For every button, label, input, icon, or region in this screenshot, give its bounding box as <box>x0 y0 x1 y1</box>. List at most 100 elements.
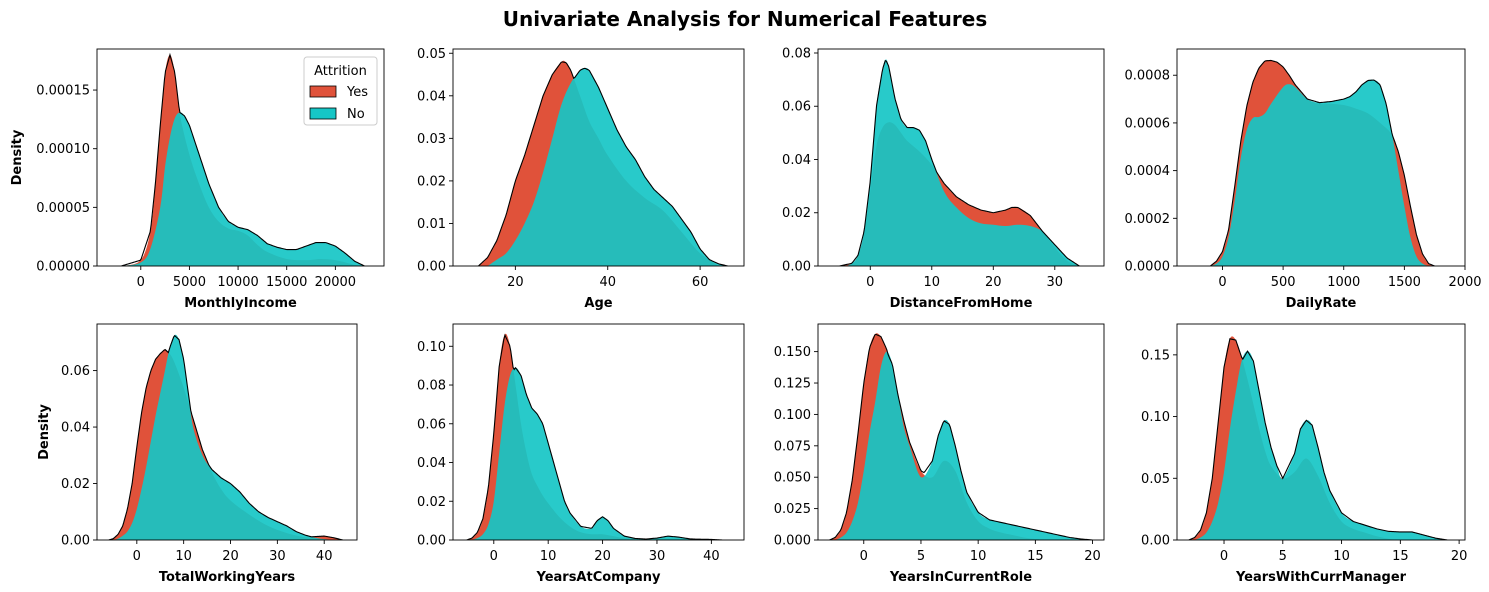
plot-area <box>466 333 723 540</box>
x-tick-label: 10 <box>540 549 557 564</box>
y-tick-label: 0.06 <box>782 100 811 115</box>
chart-panel-age: 20 40 60 0.00 0.01 0.02 0.03 0.04 0.05 Age <box>417 47 745 311</box>
y-tick-label: 0.125 <box>774 377 811 392</box>
x-tick-label: 20000 <box>315 275 356 290</box>
x-tick-label: 20 <box>507 275 524 290</box>
plot-area <box>108 334 344 540</box>
y-tick-label: 0.00 <box>782 260 811 275</box>
x-tick-label: 15000 <box>266 275 307 290</box>
x-axis-label: YearsInCurrentRole <box>889 570 1032 585</box>
x-axis-label: YearsWithCurrManager <box>1235 570 1407 585</box>
y-tick-label: 0.02 <box>61 477 90 492</box>
x-tick-label: 40 <box>703 549 720 564</box>
y-tick-label: 0.00 <box>61 534 90 549</box>
legend-title: Attrition <box>314 64 367 79</box>
y-tick-label: 0.15 <box>1141 348 1170 363</box>
x-tick-label: 0 <box>1220 549 1228 564</box>
y-tick-label: 0.0006 <box>1125 116 1171 131</box>
x-tick-label: 30 <box>649 549 666 564</box>
y-tick-label: 0.00 <box>417 260 446 275</box>
density-outline <box>478 61 728 266</box>
y-tick-label: 0.00015 <box>36 84 90 99</box>
y-tick-label: 0.04 <box>61 421 90 436</box>
chart-panel-yearsatcompany: 0 10 20 30 40 0.00 0.02 0.04 0.06 0.08 0.10 YearsAt… <box>417 323 745 585</box>
axes-frame <box>452 323 745 541</box>
y-tick-label: 0.00005 <box>36 201 90 216</box>
y-axis-label: Density <box>37 404 52 460</box>
y-tick-label: 0.08 <box>417 379 446 394</box>
density-area-no <box>487 67 728 266</box>
plot-area <box>478 60 728 266</box>
y-tick-label: 0.02 <box>417 495 446 510</box>
x-tick-label: 0 <box>1218 275 1226 290</box>
x-tick-label: 500 <box>1271 275 1296 290</box>
density-area-no <box>472 367 723 540</box>
x-tick-label: 20 <box>594 549 611 564</box>
plot-area <box>1188 336 1448 540</box>
chart-panel-totalworkingyears: 0 10 20 30 40 0.00 0.02 0.04 0.06 TotalWorkingYea… <box>37 323 358 585</box>
x-tick-label: 5 <box>917 549 925 564</box>
density-outline <box>121 52 365 266</box>
legend-label-no: No <box>347 107 365 122</box>
y-tick-label: 0.00 <box>1141 534 1170 549</box>
y-tick-label: 0.08 <box>782 46 811 61</box>
y-tick-label: 0.04 <box>417 456 446 471</box>
y-tick-label: 0.0008 <box>1125 69 1171 84</box>
x-tick-label: 1000 <box>1327 275 1360 290</box>
axes-frame <box>1176 323 1466 541</box>
y-tick-label: 0.100 <box>774 408 811 423</box>
chart-panel-yearsincurrentrole: 0 5 10 15 20 0.000 0.025 0.050 0.075 0.100 0.125 0.… <box>774 323 1105 585</box>
density-area-no <box>835 351 1093 540</box>
x-tick-label: 60 <box>692 275 709 290</box>
y-tick-label: 0.10 <box>417 340 446 355</box>
x-tick-label: 30 <box>269 549 286 564</box>
x-tick-label: 20 <box>1451 549 1468 564</box>
y-axis-label: Density <box>10 129 25 185</box>
y-tick-label: 0.00000 <box>36 260 90 275</box>
density-outline <box>1210 59 1435 266</box>
legend: Attrition Yes No <box>303 56 378 126</box>
y-tick-label: 0.01 <box>417 217 446 232</box>
x-tick-label: 30 <box>1047 275 1064 290</box>
y-tick-label: 0.075 <box>774 439 811 454</box>
density-area-no <box>1210 79 1429 266</box>
y-tick-label: 0.06 <box>61 364 90 379</box>
y-tick-label: 0.05 <box>417 47 446 62</box>
legend-swatch-yes <box>309 85 337 98</box>
axes-frame <box>817 48 1105 267</box>
figure-title: Univariate Analysis for Numerical Featur… <box>503 7 987 31</box>
y-tick-label: 0.0004 <box>1125 164 1171 179</box>
y-tick-label: 0.025 <box>774 502 811 517</box>
x-tick-label: 20 <box>985 275 1002 290</box>
y-tick-label: 0.150 <box>774 345 811 360</box>
legend-swatch-no <box>309 107 337 120</box>
density-outline <box>829 333 1093 540</box>
x-tick-label: 0 <box>866 275 874 290</box>
x-tick-label: 15 <box>1392 549 1409 564</box>
y-tick-label: 0.05 <box>1141 472 1170 487</box>
x-tick-label: 40 <box>316 549 333 564</box>
density-outline <box>1188 338 1448 540</box>
x-tick-label: 0 <box>490 549 498 564</box>
y-tick-label: 0.00 <box>417 534 446 549</box>
x-axis-label: Age <box>584 296 612 311</box>
x-tick-label: 10 <box>175 549 192 564</box>
y-tick-label: 0.04 <box>417 89 446 104</box>
chart-panel-monthlyincome: 0 5000 10000 15000 20000 0.00000 0.00005 0.0001… <box>10 48 385 311</box>
density-outline <box>466 333 723 540</box>
x-tick-label: 5 <box>1279 549 1287 564</box>
x-axis-label: TotalWorkingYears <box>159 570 296 585</box>
y-tick-label: 0.02 <box>417 174 446 189</box>
x-tick-label: 0 <box>137 275 145 290</box>
x-tick-label: 10 <box>970 549 987 564</box>
density-area-no <box>121 112 365 266</box>
legend-label-yes: Yes <box>346 85 368 100</box>
density-area-no <box>845 59 1080 266</box>
x-tick-label: 20 <box>222 549 239 564</box>
x-tick-label: 40 <box>599 275 616 290</box>
plot-area <box>829 333 1093 540</box>
x-axis-label: YearsAtCompany <box>535 570 661 585</box>
panels-container: 0 5000 10000 15000 200000.000000.000050.0001… <box>10 46 1482 585</box>
density-area-no <box>1194 351 1448 540</box>
